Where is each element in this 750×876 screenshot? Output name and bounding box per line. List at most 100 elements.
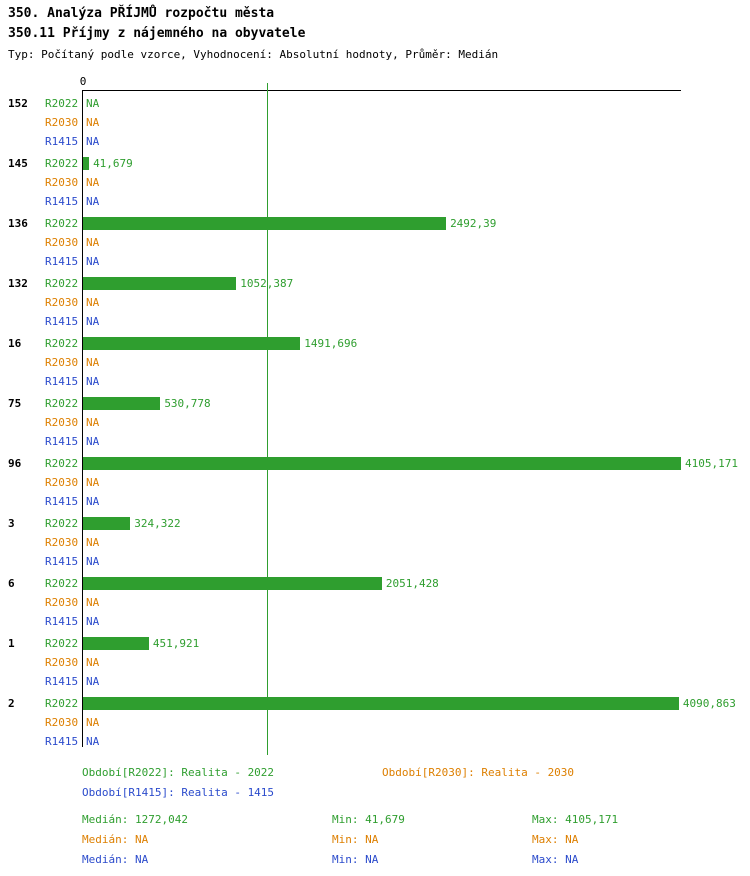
chart-rows: 152 R2022 NA R2030 NA R1415 NA 145 R2022 41,679 R2…	[8, 90, 742, 751]
series-label: R2022	[45, 217, 79, 230]
series-label: R2030	[45, 656, 79, 669]
bar-row: R1415 NA	[8, 732, 742, 751]
series-label: R1415	[45, 495, 79, 508]
bar-row: 75 R2022 530,778	[8, 394, 742, 413]
bar-row: R1415 NA	[8, 672, 742, 691]
series-label: R1415	[45, 195, 79, 208]
bar-area: NA	[82, 713, 742, 732]
bar-row: R1415 NA	[8, 132, 742, 151]
value-label: 41,679	[93, 157, 133, 170]
bar-row: R2030 NA	[8, 173, 742, 192]
bar-row: R1415 NA	[8, 552, 742, 571]
bar-area: 1491,696	[82, 334, 742, 353]
value-label: 1052,387	[240, 277, 294, 290]
category-label: 16	[8, 337, 22, 350]
bar	[83, 637, 149, 650]
bar-row: R1415 NA	[8, 252, 742, 271]
bar-row: 3 R2022 324,322	[8, 514, 742, 533]
series-label: R2030	[45, 416, 79, 429]
median-line	[267, 83, 269, 755]
chart-legend: Období[R2022]: Realita - 2022 Období[R203…	[82, 763, 742, 803]
series-label: R2022	[45, 277, 79, 290]
na-label: NA	[86, 416, 100, 429]
category-block: 3 R2022 324,322 R2030 NA R1415 NA	[8, 514, 742, 571]
series-label: R1415	[45, 435, 79, 448]
na-label: NA	[86, 656, 100, 669]
legend-item-r1415: Období[R1415]: Realita - 1415	[82, 786, 275, 799]
bar-row: R1415 NA	[8, 432, 742, 451]
bar-row: R1415 NA	[8, 612, 742, 631]
bar-area: 530,778	[82, 394, 742, 413]
bar-row: R1415 NA	[8, 192, 742, 211]
category-label: 2	[8, 697, 15, 710]
series-label: R1415	[45, 735, 79, 748]
category-block: 152 R2022 NA R2030 NA R1415 NA	[8, 94, 742, 151]
bar-area: NA	[82, 653, 742, 672]
bar-row: R2030 NA	[8, 353, 742, 372]
value-label: 2492,39	[450, 217, 497, 230]
category-label: 96	[8, 457, 22, 470]
series-label: R1415	[45, 135, 79, 148]
category-block: 6 R2022 2051,428 R2030 NA R1415 NA	[8, 574, 742, 631]
category-block: 16 R2022 1491,696 R2030 NA R1415 NA	[8, 334, 742, 391]
series-label: R1415	[45, 555, 79, 568]
bar	[83, 697, 679, 710]
bar-area: NA	[82, 132, 742, 151]
min-stat: Min: 41,679	[332, 813, 405, 826]
na-label: NA	[86, 236, 100, 249]
na-label: NA	[86, 615, 100, 628]
series-label: R1415	[45, 375, 79, 388]
bar-area: NA	[82, 732, 742, 751]
bar-area: NA	[82, 612, 742, 631]
legend-item-r2022: Období[R2022]: Realita - 2022	[82, 766, 275, 779]
bar-area: 1052,387	[82, 274, 742, 293]
series-label: R2022	[45, 397, 79, 410]
bar-area: 2051,428	[82, 574, 742, 593]
max-stat: Max: 4105,171	[532, 813, 619, 826]
bar-row: R1415 NA	[8, 492, 742, 511]
series-label: R2022	[45, 157, 79, 170]
report-title: 350. Analýza PŘÍJMŮ rozpočtu města	[8, 6, 275, 21]
bar-area: NA	[82, 432, 742, 451]
category-label: 3	[8, 517, 15, 530]
bar-area: NA	[82, 353, 742, 372]
series-label: R2030	[45, 596, 79, 609]
bar-row: 16 R2022 1491,696	[8, 334, 742, 353]
series-label: R2030	[45, 236, 79, 249]
bar-area: 41,679	[82, 154, 742, 173]
na-label: NA	[86, 176, 100, 189]
stats-row-r1415: Medián: NA Min: NA Max: NA	[82, 850, 742, 870]
min-stat: Min: NA	[332, 833, 379, 846]
category-label: 152	[8, 97, 28, 110]
value-label: 1491,696	[304, 337, 358, 350]
bar-area: NA	[82, 372, 742, 391]
max-stat: Max: NA	[532, 853, 579, 866]
series-label: R2030	[45, 176, 79, 189]
bar-row: R2030 NA	[8, 533, 742, 552]
na-label: NA	[86, 435, 100, 448]
bar	[83, 457, 681, 470]
bar-area: NA	[82, 413, 742, 432]
report-subtitle: 350.11 Příjmy z nájemného na obyvatele	[8, 26, 306, 41]
stats-row-r2022: Medián: 1272,042 Min: 41,679 Max: 4105,171	[82, 810, 742, 830]
bar-area: 2492,39	[82, 214, 742, 233]
bar	[83, 517, 131, 530]
bar-row: R1415 NA	[8, 372, 742, 391]
value-label: 324,322	[134, 517, 181, 530]
category-block: 2 R2022 4090,863 R2030 NA R1415 NA	[8, 694, 742, 751]
na-label: NA	[86, 716, 100, 729]
series-label: R1415	[45, 315, 79, 328]
series-label: R2030	[45, 716, 79, 729]
value-label: 2051,428	[385, 577, 439, 590]
bar	[83, 577, 382, 590]
median-stat: Medián: NA	[82, 853, 149, 866]
median-stat: Medián: 1272,042	[82, 813, 188, 826]
bar-row: 145 R2022 41,679	[8, 154, 742, 173]
na-label: NA	[86, 596, 100, 609]
category-block: 136 R2022 2492,39 R2030 NA R1415 NA	[8, 214, 742, 271]
series-label: R2030	[45, 116, 79, 129]
bar-row: 6 R2022 2051,428	[8, 574, 742, 593]
bar	[83, 397, 161, 410]
bar-area: NA	[82, 672, 742, 691]
